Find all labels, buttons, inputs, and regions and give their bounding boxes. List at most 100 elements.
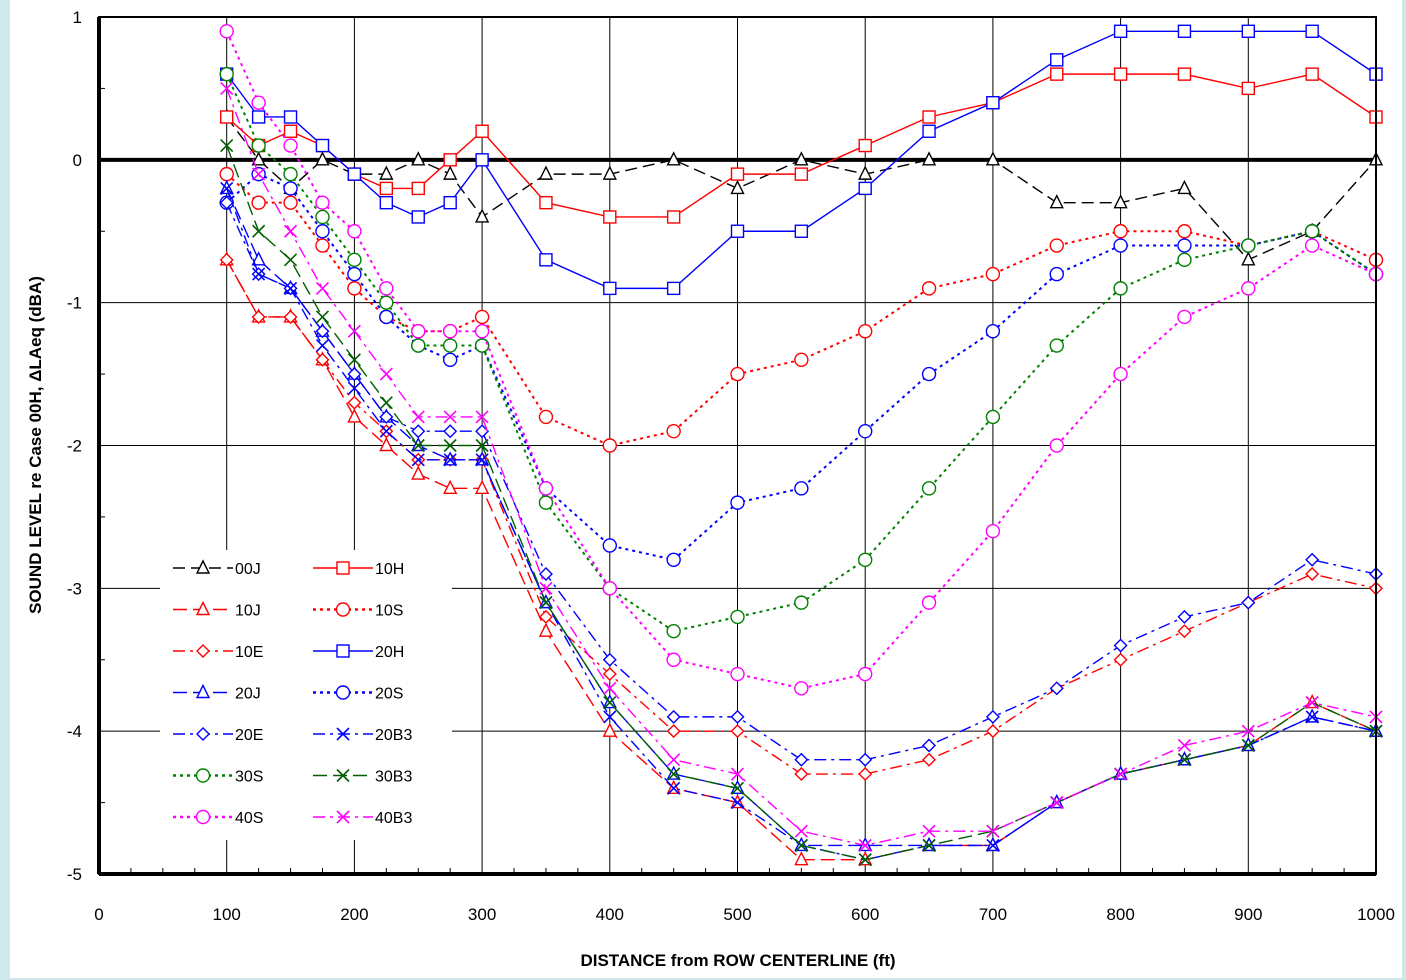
data-point	[730, 724, 745, 739]
legend-item-10e: 10E	[173, 644, 263, 661]
y-tick-label: -3	[67, 579, 82, 598]
legend-label: 10E	[235, 644, 263, 661]
legend-label: 10S	[375, 603, 403, 620]
data-point	[347, 367, 362, 382]
data-point	[1177, 309, 1192, 325]
data-point	[1305, 567, 1320, 582]
data-point	[667, 767, 681, 781]
data-point	[858, 752, 873, 767]
data-point	[985, 709, 1000, 724]
data-point	[475, 124, 489, 138]
data-point	[858, 552, 873, 567]
data-point	[603, 281, 617, 296]
data-point	[347, 381, 361, 395]
legend-background	[160, 550, 452, 840]
legend-item-30b3: 30B3	[313, 769, 412, 786]
legend-label: 20B3	[375, 727, 412, 744]
data-point	[379, 281, 394, 296]
data-point	[474, 338, 490, 353]
x-tick-label: 300	[468, 905, 496, 924]
data-point	[347, 167, 362, 181]
data-point	[219, 166, 234, 182]
legend-item-20s: 20S	[313, 685, 403, 703]
data-point	[379, 436, 394, 452]
data-point	[1113, 366, 1128, 382]
data-point	[251, 138, 266, 153]
y-tick-label: 1	[73, 8, 82, 27]
data-point	[538, 409, 554, 425]
data-point	[794, 224, 809, 238]
legend-marker	[336, 727, 350, 741]
series-40s	[219, 24, 1384, 696]
legend-item-20h: 20H	[313, 644, 404, 661]
legend-label: 20E	[235, 727, 263, 744]
data-point	[986, 95, 1000, 110]
data-point	[985, 524, 1001, 539]
data-point	[730, 366, 745, 382]
data-point	[379, 424, 393, 438]
axes: 0 100 200 300 400 500 600 700 800 900 1000 1 0 -1 -2 -3…	[67, 8, 1395, 924]
data-point	[283, 281, 298, 295]
data-point	[858, 666, 873, 682]
data-point	[1304, 238, 1320, 253]
data-point	[252, 267, 266, 281]
series-40b3	[220, 81, 1383, 852]
data-point	[411, 453, 425, 467]
data-point	[794, 681, 809, 696]
data-point	[921, 281, 937, 296]
data-point	[283, 124, 298, 138]
legend-item-20e: 20E	[173, 727, 263, 744]
data-point	[442, 338, 458, 353]
data-point	[379, 409, 394, 424]
chart-frame: 0 100 200 300 400 500 600 700 800 900 1000 1 0 -1 -2 -3…	[10, 0, 1402, 978]
data-point	[730, 167, 745, 181]
data-point	[794, 352, 809, 367]
legend: 00J 10H 10J 10S 10E 20H 20J 20S 20E 20B3 30S 30B3 40…	[160, 550, 452, 840]
data-point	[315, 338, 330, 353]
data-point	[219, 24, 234, 39]
data-point	[985, 324, 1001, 339]
data-point	[443, 195, 457, 210]
data-point	[922, 824, 936, 838]
data-point	[985, 409, 1001, 425]
data-point	[922, 124, 936, 138]
data-point	[539, 195, 553, 210]
data-point	[538, 622, 554, 637]
data-point	[666, 724, 681, 739]
data-point	[474, 309, 490, 325]
data-point	[1049, 338, 1064, 353]
legend-marker	[195, 809, 211, 825]
data-point	[474, 479, 490, 495]
data-point	[666, 424, 681, 439]
data-point	[730, 709, 745, 724]
series-line-10s	[226, 173, 1377, 447]
data-point	[602, 667, 617, 682]
data-point	[442, 324, 458, 339]
data-point	[858, 181, 872, 196]
y-tick-label: 0	[73, 151, 82, 170]
data-point	[1113, 67, 1128, 81]
data-point	[379, 367, 393, 381]
data-point	[219, 66, 234, 82]
data-point	[794, 595, 809, 610]
data-point	[986, 838, 1000, 852]
data-point	[1113, 281, 1128, 296]
data-point	[1305, 24, 1319, 38]
data-point	[379, 309, 394, 325]
data-point	[921, 595, 937, 610]
legend-label: 00J	[235, 561, 261, 578]
data-point	[1241, 724, 1255, 738]
series-line-20b3	[226, 188, 1377, 861]
data-point	[1241, 251, 1256, 266]
data-point	[666, 652, 681, 667]
data-point	[220, 138, 234, 153]
data-point	[1241, 738, 1255, 753]
data-point	[1177, 753, 1192, 767]
data-point	[1049, 194, 1064, 209]
data-point	[666, 151, 681, 166]
data-point	[1241, 281, 1256, 296]
data-point	[1049, 681, 1064, 696]
data-point	[602, 652, 617, 667]
legend-marker	[335, 602, 351, 617]
data-point	[1241, 81, 1256, 96]
